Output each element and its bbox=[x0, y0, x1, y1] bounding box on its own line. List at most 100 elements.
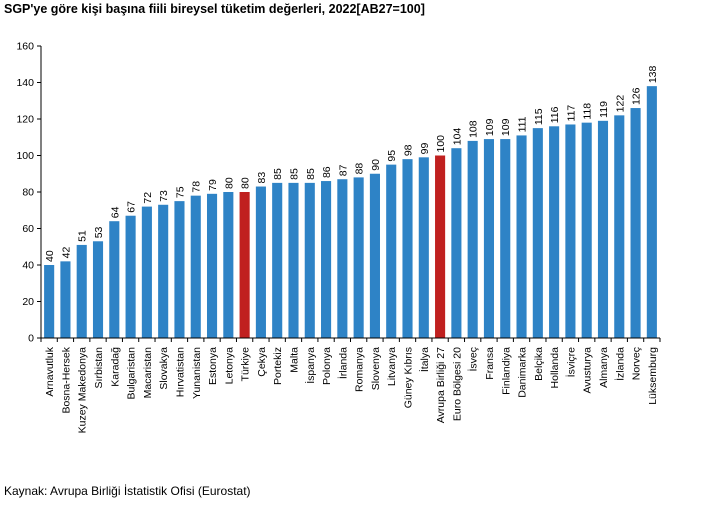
bar bbox=[158, 204, 169, 338]
data-label: 118 bbox=[582, 103, 594, 120]
x-tick-label: Çekya bbox=[256, 347, 268, 377]
data-label: 119 bbox=[598, 101, 610, 118]
x-tick-label: Euro Bölgesi 20 bbox=[451, 347, 463, 421]
y-tick-label: 40 bbox=[22, 260, 34, 272]
data-label: 108 bbox=[468, 120, 480, 138]
chart-title: SGP'ye göre kişi başına fiili bireysel t… bbox=[4, 2, 425, 16]
value-labels: 40 42 51 53 64 67 72 73 75 78 79 80 80 83 85 85 85 86 87 88… bbox=[44, 65, 659, 262]
x-tick-label: Letonya bbox=[223, 347, 235, 385]
data-label: 53 bbox=[93, 226, 105, 238]
bar bbox=[386, 164, 397, 338]
x-tick-label: Yunanistan bbox=[191, 347, 203, 399]
data-label: 80 bbox=[223, 177, 235, 189]
x-tick-label: Malta bbox=[288, 347, 300, 373]
data-label: 109 bbox=[500, 118, 512, 136]
x-tick-label: İspanya bbox=[304, 347, 317, 384]
y-tick-label: 120 bbox=[16, 114, 34, 126]
data-label: 126 bbox=[631, 87, 643, 105]
x-tick-label: Bulgaristan bbox=[126, 347, 138, 400]
data-label: 95 bbox=[386, 150, 398, 162]
x-tick-label: Fransa bbox=[484, 347, 496, 380]
bar bbox=[630, 108, 641, 338]
x-tick-label: Estonya bbox=[207, 347, 219, 385]
bar bbox=[614, 115, 625, 338]
data-label: 98 bbox=[403, 144, 415, 156]
y-tick-label: 60 bbox=[22, 223, 34, 235]
data-label: 117 bbox=[565, 105, 577, 122]
data-label: 64 bbox=[109, 206, 121, 218]
data-label: 99 bbox=[419, 142, 431, 154]
data-label: 115 bbox=[533, 108, 545, 125]
bar bbox=[223, 192, 234, 338]
data-label: 138 bbox=[647, 65, 659, 83]
x-tick-label: Macaristan bbox=[142, 347, 154, 399]
bar bbox=[337, 179, 348, 338]
data-label: 88 bbox=[354, 163, 366, 175]
x-tick-label: Belçika bbox=[533, 347, 545, 381]
x-tick-label: Norveç bbox=[631, 347, 643, 380]
x-tick-label: Karadağ bbox=[109, 347, 121, 387]
data-label: 116 bbox=[549, 106, 561, 123]
bar bbox=[467, 140, 478, 338]
data-label: 78 bbox=[191, 181, 203, 193]
x-tick-label: Bosna-Hersek bbox=[60, 346, 72, 413]
bar bbox=[483, 139, 495, 338]
bar bbox=[549, 126, 560, 338]
bar bbox=[288, 182, 299, 338]
bar bbox=[60, 261, 71, 338]
x-tick-label: Arnavutluk bbox=[44, 346, 56, 396]
data-label: 86 bbox=[321, 166, 333, 178]
bar bbox=[581, 122, 592, 339]
bar bbox=[272, 182, 283, 338]
bar bbox=[353, 177, 364, 338]
bar bbox=[109, 221, 120, 338]
data-label: 104 bbox=[451, 128, 463, 146]
x-tick-label: Almanya bbox=[598, 347, 610, 388]
x-tick-label: Avrupa Birliği 27 bbox=[435, 347, 447, 423]
x-tick-label: Hırvatistan bbox=[174, 347, 186, 397]
bar bbox=[76, 244, 87, 338]
bar bbox=[44, 265, 55, 338]
data-label: 90 bbox=[370, 159, 382, 171]
data-label: 79 bbox=[207, 179, 219, 191]
x-tick-label: Slovenya bbox=[370, 347, 382, 390]
bar bbox=[255, 186, 266, 338]
x-tick-label: Hollanda bbox=[549, 347, 561, 389]
y-tick-label: 20 bbox=[22, 296, 34, 308]
data-label: 67 bbox=[126, 201, 138, 213]
x-tick-label: Litvanya bbox=[386, 347, 398, 386]
data-label: 72 bbox=[142, 192, 154, 204]
bar bbox=[597, 120, 609, 338]
bar bbox=[402, 159, 413, 338]
y-tick-label: 80 bbox=[22, 187, 34, 199]
data-label: 100 bbox=[435, 135, 447, 153]
x-axis: Arnavutluk Bosna-Hersek Kuzey Makedonya Sır… bbox=[40, 337, 661, 433]
y-axis: 0 20 40 60 80 100 120 140 160 bbox=[16, 41, 42, 345]
data-label: 122 bbox=[614, 95, 626, 113]
bar bbox=[304, 182, 315, 338]
bar bbox=[190, 195, 201, 338]
x-tick-label: Sırbistan bbox=[93, 347, 105, 389]
x-tick-label: Danimarka bbox=[517, 347, 529, 398]
bar bbox=[206, 193, 218, 338]
x-tick-label: Güney Kıbrıs bbox=[403, 347, 415, 408]
x-tick-label: Finlandiya bbox=[500, 347, 512, 395]
x-tick-label: İrlanda bbox=[336, 347, 349, 379]
bar bbox=[369, 173, 380, 338]
x-tick-label: Portekiz bbox=[272, 347, 284, 385]
data-label: 111 bbox=[517, 116, 529, 132]
bar bbox=[516, 135, 527, 338]
y-tick-label: 100 bbox=[16, 150, 34, 162]
x-tick-label: Avusturya bbox=[582, 347, 594, 394]
data-label: 42 bbox=[60, 247, 72, 259]
data-label: 73 bbox=[158, 190, 170, 202]
bar bbox=[125, 215, 136, 338]
x-tick-label: Romanya bbox=[354, 347, 366, 392]
bar bbox=[500, 139, 511, 338]
x-tick-label: Lüksemburg bbox=[647, 347, 659, 405]
x-tick-label: Slovakya bbox=[158, 347, 170, 390]
data-label: 85 bbox=[305, 168, 317, 180]
bar bbox=[141, 206, 152, 338]
bar bbox=[321, 181, 332, 338]
